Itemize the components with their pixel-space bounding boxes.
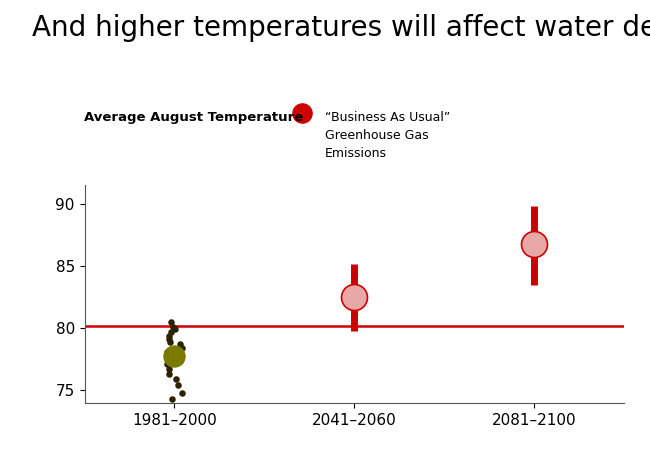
Point: [164, 332, 174, 339]
Point: [175, 341, 185, 348]
Point: [173, 382, 183, 389]
Point: [164, 365, 174, 373]
Text: “Business As Usual”
Greenhouse Gas
Emissions: “Business As Usual” Greenhouse Gas Emiss…: [325, 111, 450, 160]
Point: [169, 352, 179, 359]
Point: [171, 354, 181, 362]
Point: [173, 350, 183, 358]
Point: [161, 348, 172, 356]
Point: [168, 323, 179, 331]
Text: Average August Temperature: Average August Temperature: [84, 111, 304, 124]
Point: [349, 294, 359, 301]
Point: [171, 375, 181, 383]
Point: [170, 326, 180, 333]
Point: [177, 389, 187, 397]
Point: [166, 328, 176, 336]
Point: [529, 240, 539, 247]
Point: [175, 357, 185, 364]
Point: [162, 361, 172, 368]
Point: [177, 344, 187, 352]
Point: [166, 318, 176, 325]
Point: [164, 370, 174, 378]
Point: [296, 110, 307, 117]
Point: [167, 395, 177, 403]
Point: [164, 338, 175, 345]
Point: [164, 336, 174, 343]
Text: And higher temperatures will affect water demand: And higher temperatures will affect wate…: [32, 14, 650, 42]
